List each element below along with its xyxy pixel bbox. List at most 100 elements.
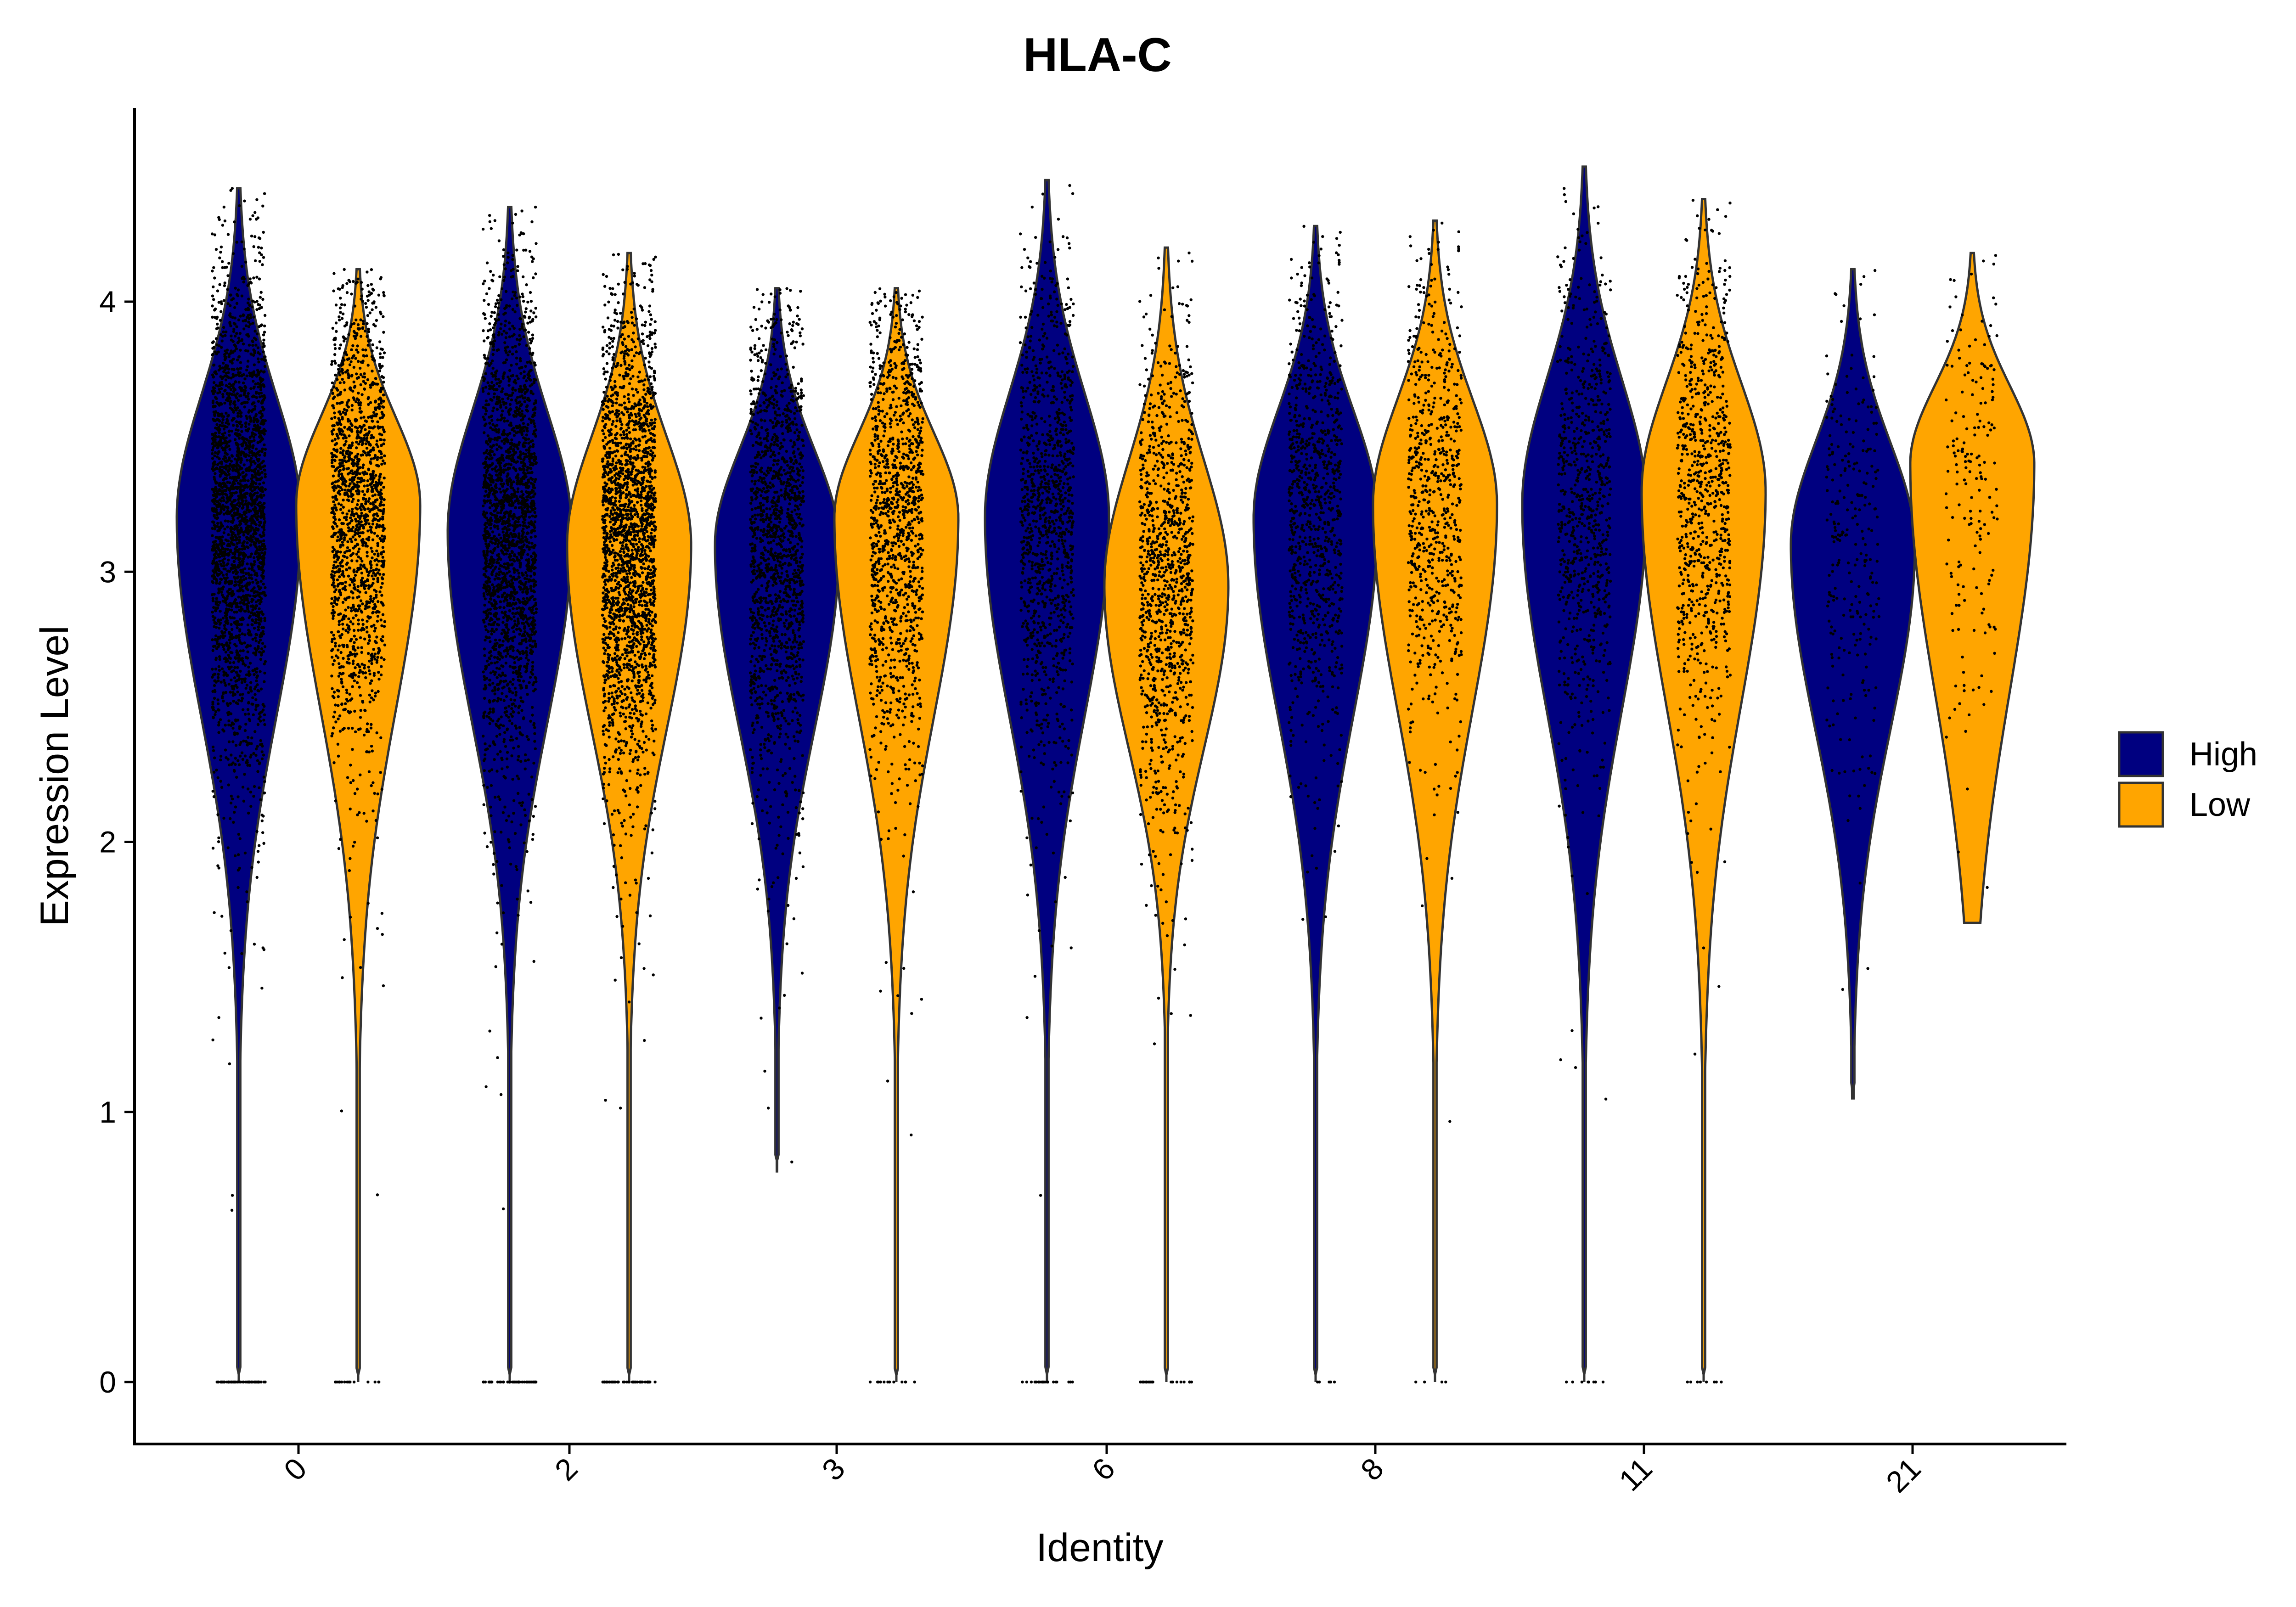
data-point [213,625,216,628]
data-point [513,294,516,297]
data-point [524,640,528,643]
data-point [503,562,506,566]
data-point [490,784,493,787]
data-point [242,343,245,346]
data-point [260,750,264,753]
data-point [235,302,239,305]
data-point [497,294,501,298]
data-point [493,453,496,456]
data-point [493,578,496,581]
data-point [500,414,503,417]
data-point [260,631,264,635]
data-point [214,350,217,354]
data-point [240,596,243,599]
data-point [782,468,786,472]
data-point [244,468,248,471]
data-point [508,553,512,556]
data-point [214,710,218,714]
data-point [492,406,495,410]
data-point [483,603,486,607]
data-point [521,465,525,468]
data-point [234,744,238,747]
data-point [491,467,494,471]
data-point [518,483,522,486]
data-point [510,579,513,582]
data-point [526,498,529,502]
data-point [241,277,244,280]
data-point [216,568,219,571]
data-point [518,328,522,331]
data-point [515,356,518,360]
data-point [256,555,259,558]
data-point [213,553,216,556]
data-point [260,247,263,250]
data-point [238,437,241,440]
data-point [512,575,515,579]
data-point [239,485,242,489]
data-point [258,454,261,457]
data-point [501,640,505,643]
data-point [506,478,509,482]
data-point [217,840,220,843]
data-point [214,638,217,641]
data-point [212,509,215,512]
data-point [528,347,531,350]
data-point [776,663,779,666]
data-point [531,661,535,664]
data-point [483,418,486,421]
data-point [490,654,493,657]
data-point [218,420,221,423]
data-point [225,348,229,352]
data-point [528,399,531,402]
data-point [518,411,521,415]
data-point [241,786,245,789]
data-point [489,438,492,441]
data-point [505,552,508,556]
data-point [258,786,261,790]
data-point [497,623,500,627]
data-point [494,542,497,545]
data-point [211,599,215,602]
data-point [219,508,223,511]
data-point [532,562,535,565]
data-point [256,477,259,481]
data-point [241,585,244,588]
data-point [510,563,514,567]
data-point [505,695,508,698]
data-point [489,445,492,448]
data-point [264,660,267,663]
data-point [516,617,520,621]
data-point [255,300,259,303]
data-point [495,770,499,773]
data-point [221,695,224,698]
data-point [258,595,262,599]
data-point [499,461,502,465]
data-point [263,791,266,795]
data-point [503,511,506,515]
data-point [248,218,252,221]
data-point [255,332,259,336]
data-point [525,735,529,738]
data-point [261,383,264,386]
data-point [500,499,503,502]
data-point [487,477,490,480]
data-point [249,755,252,759]
data-point [534,554,538,557]
data-point [255,604,259,607]
data-point [501,671,505,674]
data-point [489,342,492,346]
data-point [497,717,501,721]
data-point [502,255,505,258]
data-point [488,601,491,604]
data-point [513,490,517,494]
violin-high-11 [1521,165,1648,1382]
data-point [218,488,221,491]
data-point [246,492,249,495]
data-point [221,224,225,227]
data-point [519,457,523,461]
data-point [233,656,237,659]
data-point [228,499,232,502]
data-point [262,531,265,534]
data-point [485,409,488,413]
data-point [257,689,261,693]
